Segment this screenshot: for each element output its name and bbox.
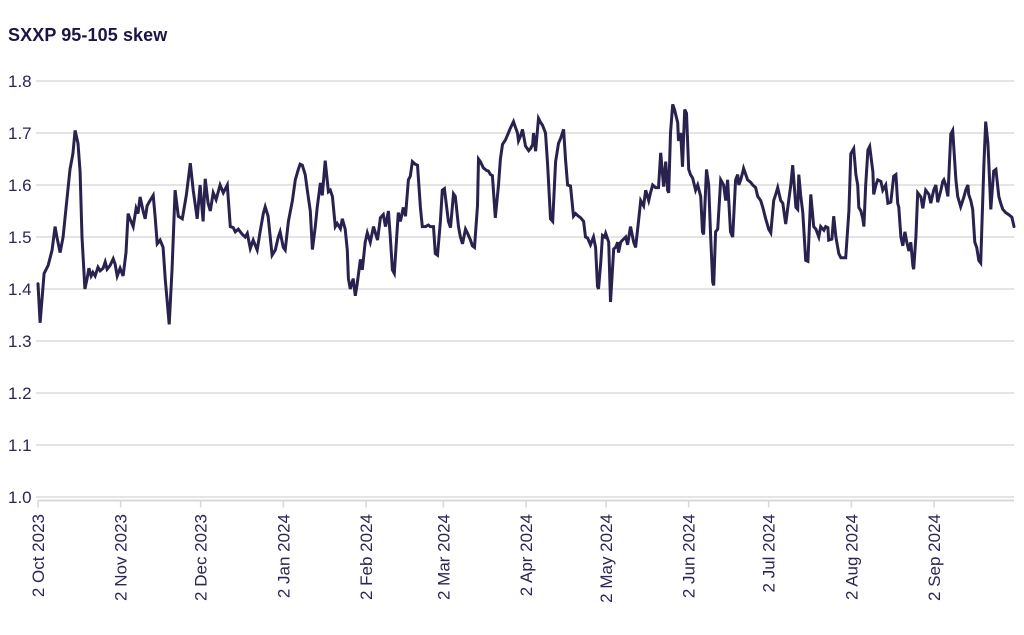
y-tick-label: 1.4 bbox=[8, 280, 32, 299]
y-tick-label: 1.6 bbox=[8, 176, 32, 195]
x-tick-label: 2 Jun 2024 bbox=[680, 514, 699, 598]
x-tick-label: 2 Oct 2023 bbox=[29, 514, 48, 597]
x-tick-label: 2 Jan 2024 bbox=[274, 514, 293, 598]
x-tick-label: 2 May 2024 bbox=[597, 514, 616, 603]
x-tick-label: 2 Aug 2024 bbox=[842, 514, 861, 600]
chart-title: SXXP 95-105 skew bbox=[8, 25, 168, 45]
y-tick-label: 1.3 bbox=[8, 332, 32, 351]
y-tick-label: 1.0 bbox=[8, 488, 32, 507]
x-tick-label: 2 Jul 2024 bbox=[760, 514, 779, 592]
x-tick-label: 2 Dec 2023 bbox=[192, 514, 211, 601]
y-tick-label: 1.7 bbox=[8, 124, 32, 143]
y-tick-label: 1.5 bbox=[8, 228, 32, 247]
x-tick-label: 2 Apr 2024 bbox=[517, 514, 536, 596]
x-tick-label: 2 Sep 2024 bbox=[925, 514, 944, 601]
x-tick-label: 2 Mar 2024 bbox=[434, 514, 453, 600]
y-tick-label: 1.8 bbox=[8, 72, 32, 91]
x-tick-label: 2 Nov 2023 bbox=[112, 514, 131, 601]
y-tick-label: 1.1 bbox=[8, 436, 32, 455]
y-tick-label: 1.2 bbox=[8, 384, 32, 403]
x-tick-label: 2 Feb 2024 bbox=[357, 514, 376, 600]
series-line bbox=[36, 103, 1016, 325]
